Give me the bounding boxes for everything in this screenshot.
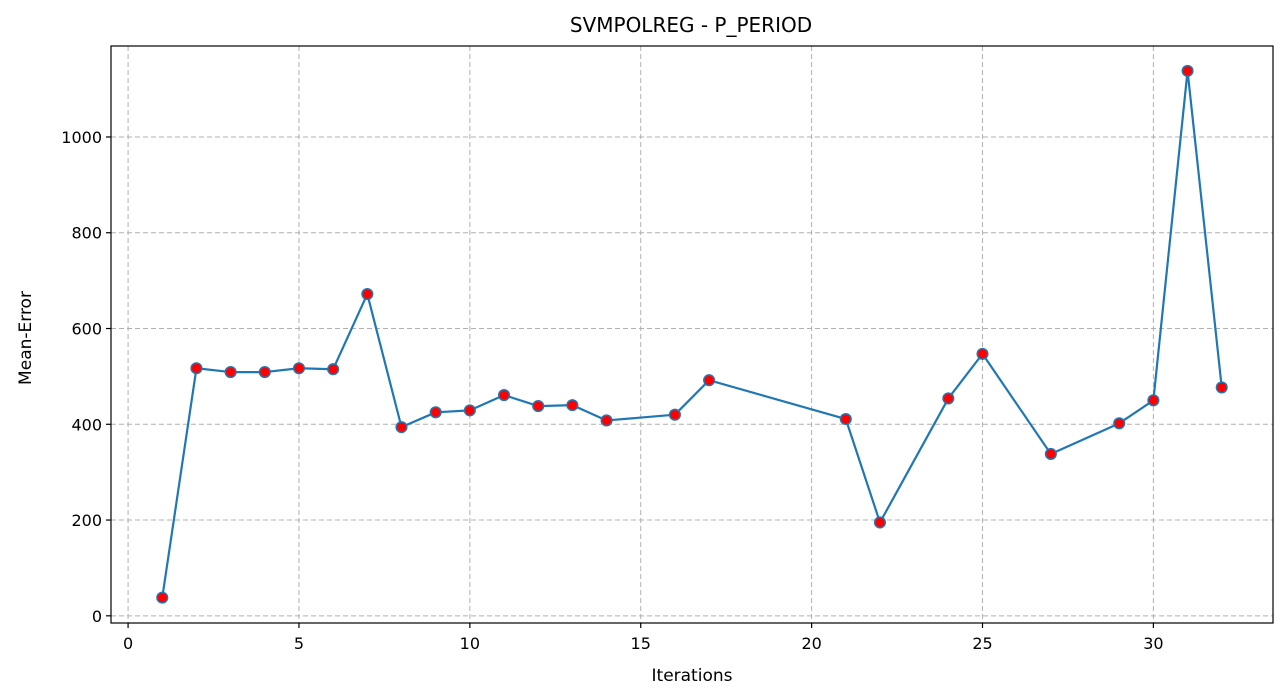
y-tick-label: 400 bbox=[71, 415, 102, 434]
series-line-group bbox=[156, 64, 1228, 604]
data-point bbox=[361, 287, 374, 301]
y-tick-label: 1000 bbox=[61, 128, 102, 147]
y-tick-label: 200 bbox=[71, 511, 102, 530]
data-point bbox=[600, 414, 613, 427]
x-tick-label: 25 bbox=[972, 634, 992, 653]
data-point bbox=[703, 374, 716, 387]
data-point bbox=[873, 516, 887, 529]
x-tick-label: 10 bbox=[460, 634, 480, 653]
grid bbox=[111, 46, 1273, 623]
data-point bbox=[1147, 394, 1160, 407]
x-axis-label: Iterations bbox=[652, 666, 733, 686]
x-tick-label: 15 bbox=[631, 634, 651, 653]
data-point bbox=[463, 404, 476, 417]
data-point bbox=[292, 362, 306, 375]
data-point bbox=[1181, 64, 1194, 77]
data-point bbox=[1044, 447, 1057, 461]
data-point bbox=[429, 406, 442, 419]
data-point bbox=[190, 362, 203, 375]
y-tick-label: 600 bbox=[71, 320, 102, 339]
data-point bbox=[566, 399, 579, 412]
series-line bbox=[161, 69, 1223, 598]
data-point bbox=[839, 412, 852, 426]
data-point bbox=[668, 408, 681, 421]
data-point bbox=[327, 363, 340, 376]
y-tick-label: 800 bbox=[71, 224, 102, 243]
x-tick-label: 20 bbox=[801, 634, 821, 653]
data-point bbox=[1215, 381, 1228, 394]
plot-area-frame bbox=[110, 45, 1274, 624]
data-point bbox=[224, 366, 237, 379]
data-point bbox=[942, 392, 955, 405]
x-tick-label: 0 bbox=[123, 634, 133, 653]
x-tick-label: 5 bbox=[294, 634, 304, 653]
data-point bbox=[1113, 417, 1126, 430]
y-axis-ticks: 0 200 400 600 800 1000 bbox=[61, 128, 111, 626]
y-tick-label: 0 bbox=[92, 607, 102, 626]
data-point bbox=[258, 366, 271, 379]
chart-title: SVMPOLREG - P_PERIOD bbox=[570, 13, 812, 37]
data-point bbox=[976, 347, 989, 360]
x-tick-label: 30 bbox=[1143, 634, 1163, 653]
data-point bbox=[395, 421, 408, 434]
data-point bbox=[532, 400, 545, 413]
x-axis-ticks: 0 5 10 15 20 25 30 bbox=[123, 623, 1164, 653]
data-point bbox=[497, 389, 511, 402]
data-point bbox=[156, 591, 169, 604]
y-axis-label: Mean-Error bbox=[16, 291, 36, 385]
